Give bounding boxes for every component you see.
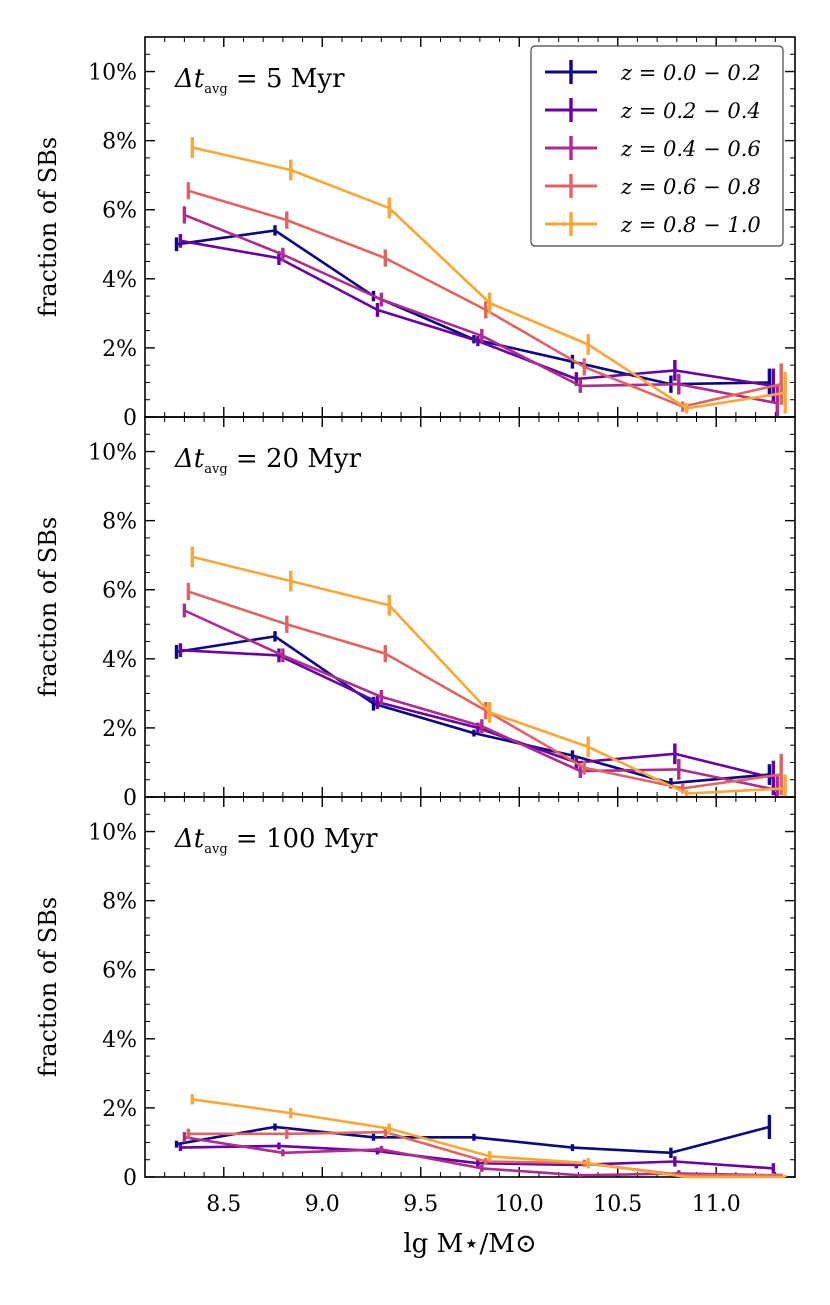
y-axis-label-bottom: fraction of SBs — [34, 897, 62, 1077]
series-line-0 — [176, 229, 770, 386]
y-tick-label: 8% — [102, 510, 137, 535]
y-tick-label: 8% — [102, 890, 137, 915]
y-tick-label: 0 — [123, 1166, 137, 1191]
y-tick-label: 2% — [102, 337, 137, 362]
y-tick-label: 10% — [88, 821, 137, 846]
legend-label: z = 0.2 − 0.4 — [620, 99, 761, 123]
panel-annotation: Δtavg = 20 Myr — [174, 444, 362, 477]
legend-label: z = 0.4 − 0.6 — [620, 137, 761, 161]
x-tick-label: 8.5 — [206, 1192, 241, 1217]
x-tick-label: 11.0 — [692, 1192, 741, 1217]
legend-label: z = 0.8 − 1.0 — [620, 213, 761, 237]
y-tick-label: 2% — [102, 1097, 137, 1122]
y-tick-label: 6% — [102, 579, 137, 604]
series-line-1 — [180, 239, 774, 388]
plot-frame — [144, 796, 796, 1178]
x-tick-label: 9.5 — [403, 1192, 438, 1217]
y-tick-label: 4% — [102, 268, 137, 293]
y-axis-label-top: fraction of SBs — [34, 137, 62, 317]
plot-frame — [144, 416, 796, 798]
y-tick-label: 8% — [102, 130, 137, 155]
panel-annotation: Δtavg = 100 Myr — [174, 824, 378, 857]
y-tick-label: 10% — [88, 61, 137, 86]
x-tick-label: 10.0 — [495, 1192, 544, 1217]
y-tick-label: 0 — [123, 786, 137, 811]
legend-box — [530, 45, 784, 247]
y-tick-label: 0 — [123, 406, 137, 431]
y-tick-label: 10% — [88, 441, 137, 466]
y-tick-label: 4% — [102, 1028, 137, 1053]
x-tick-label: 10.5 — [593, 1192, 642, 1217]
y-tick-label: 6% — [102, 959, 137, 984]
x-axis-label: lg M⋆/M⊙ — [403, 1229, 536, 1259]
y-axis-label-middle: fraction of SBs — [34, 517, 62, 697]
chart-panel-1: 0 2% 4% 6% 8% 10% Δtavg = 20 Myr — [88, 416, 796, 811]
x-tick-label: 9.0 — [305, 1192, 340, 1217]
y-tick-label: 4% — [102, 648, 137, 673]
y-tick-label: 6% — [102, 199, 137, 224]
chart-panel-2: 8.5 9.0 9.5 10.0 10.5 11.0 0 2% 4% 6% 8% 10% Δtavg =… — [88, 796, 796, 1217]
chart-panel-0: 02%4%6%8%10% Δtavg = 5 Myr z = 0.0 − 0.2z … — [88, 36, 796, 431]
legend: z = 0.0 − 0.2 z = 0.2 − 0.4 z = 0.4 − 0.6 z… — [530, 45, 784, 247]
y-tick-label: 2% — [102, 717, 137, 742]
legend-label: z = 0.6 − 0.8 — [620, 175, 761, 199]
series-line-1 — [180, 648, 774, 780]
legend-label: z = 0.0 − 0.2 — [620, 61, 761, 85]
panel-annotation: Δtavg = 5 Myr — [174, 64, 345, 97]
